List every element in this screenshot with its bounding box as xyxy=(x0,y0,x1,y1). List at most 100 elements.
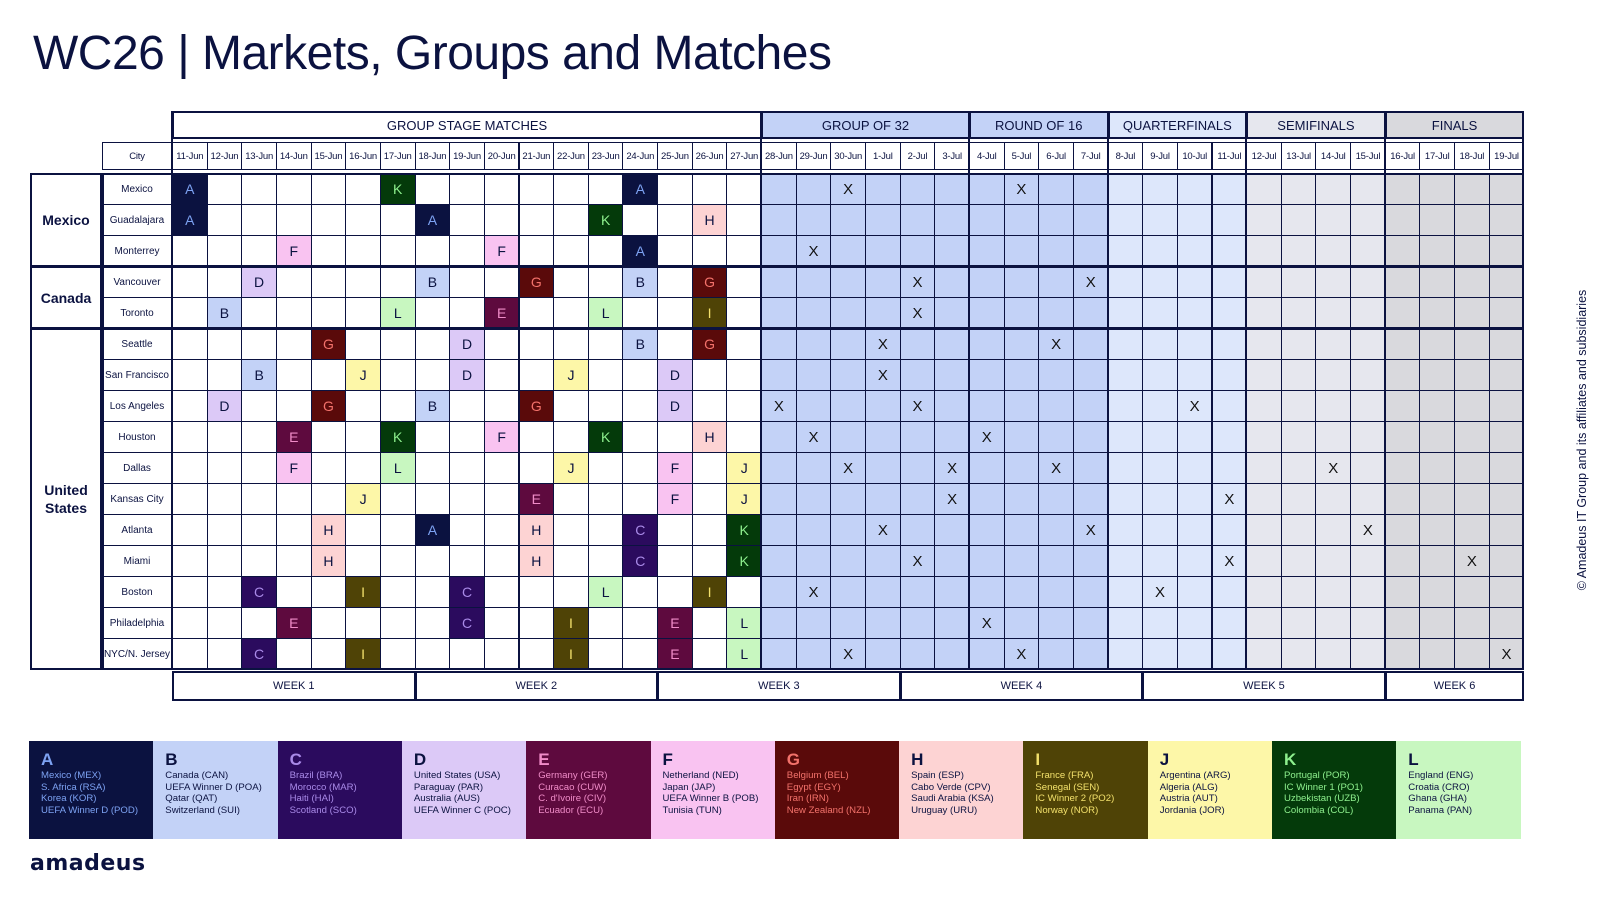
week-label: WEEK 4 xyxy=(899,671,1144,701)
group-match-cell: G xyxy=(692,267,727,297)
group-team: Australia (AUS) xyxy=(413,793,480,804)
schedule-cell xyxy=(449,204,485,236)
day-header: 9-Jul xyxy=(1142,142,1178,170)
schedule-cell xyxy=(414,483,451,515)
schedule-cell xyxy=(1176,421,1213,453)
group-match-cell: J xyxy=(346,484,380,514)
schedule-cell xyxy=(310,266,347,298)
schedule-cell xyxy=(553,576,589,608)
schedule-cell xyxy=(622,359,659,391)
schedule-cell xyxy=(1454,483,1490,515)
schedule-cell xyxy=(1315,173,1352,205)
schedule-cell xyxy=(865,483,901,515)
schedule-cell xyxy=(414,607,451,639)
city-label: Seattle xyxy=(102,328,172,360)
schedule-cell xyxy=(1488,204,1525,236)
knockout-match-mark: X xyxy=(877,335,888,353)
schedule-cell xyxy=(1038,359,1074,391)
schedule-cell xyxy=(414,452,451,484)
group-team: Qatar (QAT) xyxy=(165,793,218,804)
schedule-cell xyxy=(1003,390,1040,422)
schedule-cell xyxy=(1454,452,1490,484)
schedule-cell xyxy=(1488,576,1525,608)
group-legend-card: B Canada (CAN) UEFA Winner D (POA) Qatar (Q… xyxy=(153,741,279,839)
group-match-cell: J xyxy=(727,484,762,514)
schedule-cell xyxy=(1142,235,1178,267)
schedule-cell xyxy=(1280,359,1317,391)
group-team: Argentina (ARG) xyxy=(1159,770,1231,781)
day-header: 11-Jun xyxy=(172,142,208,170)
schedule-cell xyxy=(1454,297,1490,329)
schedule-cell xyxy=(657,235,693,267)
group-team: Ecuador (ECU) xyxy=(538,804,604,816)
schedule-cell xyxy=(1003,421,1040,453)
schedule-cell xyxy=(1419,204,1456,236)
schedule-cell xyxy=(587,390,624,422)
schedule-cell xyxy=(1419,638,1456,670)
group-legend-card: J Argentina (ARG) Algeria (ALG) Austria (AU… xyxy=(1147,741,1273,839)
schedule-cell xyxy=(865,266,901,298)
schedule-cell xyxy=(206,421,243,453)
phase-header: GROUP OF 32 xyxy=(761,111,970,139)
schedule-cell xyxy=(275,390,312,422)
schedule-cell xyxy=(345,421,381,453)
schedule-cell xyxy=(172,235,208,267)
city-label: Kansas City xyxy=(102,483,172,515)
schedule-cell xyxy=(345,452,381,484)
day-header: 30-Jun xyxy=(830,142,866,170)
schedule-cell xyxy=(1211,173,1248,205)
schedule-cell xyxy=(414,235,451,267)
schedule-cell xyxy=(206,359,243,391)
schedule-cell xyxy=(726,390,763,422)
group-team: IC Winner 2 (PO2) xyxy=(1035,793,1115,804)
schedule-cell xyxy=(691,390,728,422)
schedule-cell xyxy=(1454,204,1490,236)
knockout-match-mark: X xyxy=(877,521,888,539)
schedule-cell xyxy=(1211,514,1248,546)
schedule-cell xyxy=(968,297,1005,329)
schedule-cell xyxy=(830,452,866,484)
group-match-cell: A xyxy=(623,174,658,204)
schedule-cell xyxy=(1107,328,1144,360)
schedule-cell xyxy=(899,328,936,360)
group-legend-card: E Germany (GER) Curacao (CUW) C. d'Ivoire (… xyxy=(526,741,651,839)
schedule-cell xyxy=(1246,204,1282,236)
schedule-cell xyxy=(1315,204,1352,236)
city-label: Atlanta xyxy=(102,514,172,546)
schedule-cell xyxy=(968,390,1005,422)
schedule-cell xyxy=(1315,576,1352,608)
schedule-cell xyxy=(691,235,728,267)
schedule-cell xyxy=(934,421,970,453)
phase-header: ROUND OF 16 xyxy=(968,111,1109,139)
knockout-match-mark: X xyxy=(808,428,819,446)
schedule-cell xyxy=(1488,514,1525,546)
schedule-cell xyxy=(1107,421,1144,453)
schedule-cell xyxy=(1315,421,1352,453)
schedule-cell xyxy=(310,576,347,608)
schedule-cell xyxy=(206,545,243,577)
schedule-cell xyxy=(968,173,1005,205)
schedule-cell xyxy=(899,483,936,515)
amadeus-logo: amadeus xyxy=(30,851,146,876)
schedule-cell xyxy=(206,576,243,608)
schedule-cell xyxy=(483,173,520,205)
schedule-cell xyxy=(414,545,451,577)
city-label: NYC/N. Jersey xyxy=(102,638,172,670)
schedule-cell xyxy=(1280,607,1317,639)
group-legend-card: D United States (USA) Paraguay (PAR) Austra… xyxy=(401,741,527,839)
schedule-cell xyxy=(968,328,1005,360)
schedule-cell xyxy=(1246,545,1282,577)
week-label: WEEK 5 xyxy=(1142,671,1386,701)
schedule-cell xyxy=(1315,483,1352,515)
schedule-cell xyxy=(275,266,312,298)
schedule-cell xyxy=(1384,235,1421,267)
schedule-cell xyxy=(379,359,416,391)
group-match-cell: L xyxy=(588,298,623,328)
group-match-cell: K xyxy=(727,546,762,576)
schedule-cell xyxy=(1350,204,1386,236)
schedule-cell xyxy=(1350,545,1386,577)
schedule-cell xyxy=(691,545,728,577)
schedule-cell xyxy=(1072,545,1109,577)
day-header: 8-Jul xyxy=(1107,142,1144,170)
